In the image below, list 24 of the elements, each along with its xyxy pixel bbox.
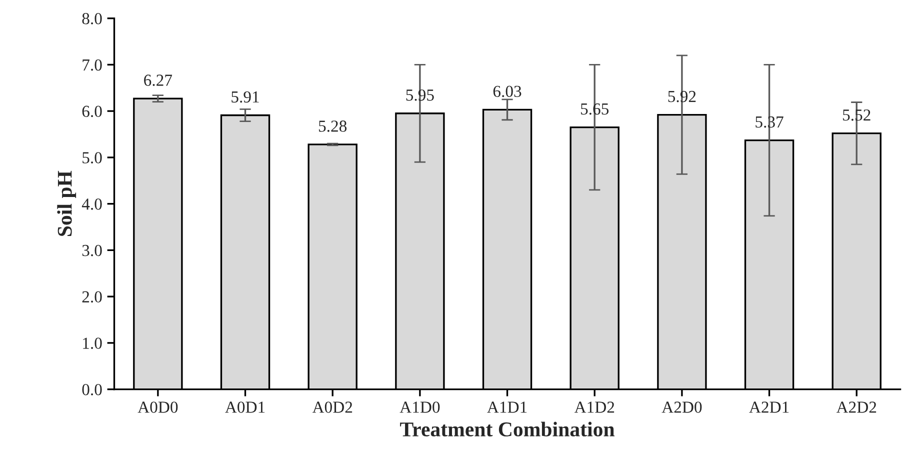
x-tick-label: A1D0: [400, 402, 440, 413]
y-axis-title: Soil pH: [57, 170, 76, 236]
data-label: 5.28: [318, 120, 347, 132]
y-tick-label: 8.0: [82, 13, 102, 24]
y-tick-label: 5.0: [82, 152, 102, 164]
x-tick-label: A2D1: [749, 402, 789, 413]
y-tick-label: 4.0: [82, 198, 102, 210]
x-tick-label: A0D1: [225, 402, 265, 413]
x-tick-label: A2D0: [662, 402, 702, 413]
y-tick-label: 1.0: [83, 338, 102, 349]
data-label: 6.27: [144, 74, 172, 86]
x-tick-label: A0D0: [138, 402, 178, 413]
x-tick-label: A1D1: [487, 402, 527, 413]
y-tick-label: 3.0: [82, 244, 102, 256]
data-label: 6.03: [493, 86, 522, 98]
x-axis-title: Treatment Combination: [400, 422, 615, 436]
x-tick-label: A2D2: [836, 402, 876, 413]
y-tick-label: 6.0: [82, 106, 102, 118]
x-tick-label: A1D2: [574, 402, 614, 413]
y-tick-label: 7.0: [82, 59, 102, 71]
y-tick-label: 2.0: [82, 291, 102, 303]
x-tick-label: A0D2: [312, 402, 352, 413]
y-tick-label: 0.0: [82, 384, 102, 396]
data-label: 5.91: [232, 91, 259, 103]
